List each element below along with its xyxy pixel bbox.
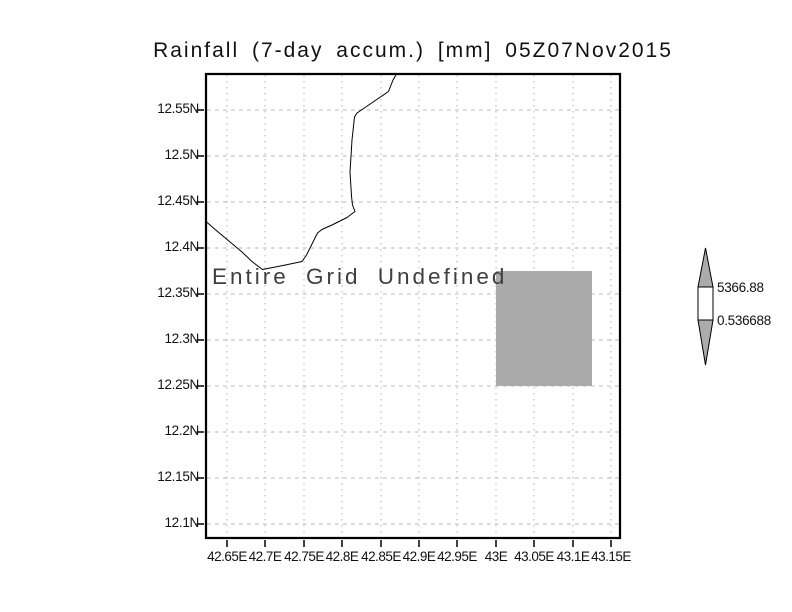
yaxis-label-12p25n: 12.25N	[157, 377, 199, 392]
xaxis-label-42p75e: 42.75E	[284, 549, 324, 564]
bottom-axis-ticks	[226, 540, 612, 547]
colorbar-lower-triangle	[697, 319, 714, 366]
xaxis-label-42p65e: 42.65E	[207, 549, 247, 564]
xaxis-label-42p85e: 42.85E	[361, 549, 401, 564]
yaxis-label-12p45n: 12.45N	[157, 193, 199, 208]
xaxis-label-43p05e: 43.05E	[514, 549, 554, 564]
yaxis-label-12p1n: 12.1N	[164, 515, 199, 530]
xaxis-label-42p7e: 42.7E	[248, 549, 282, 564]
yaxis-label-12p5n: 12.5N	[164, 147, 199, 162]
yaxis-label-12p55n: 12.55N	[157, 101, 199, 116]
xaxis-label-43p1e: 43.1E	[556, 549, 590, 564]
vertical-gridlines	[226, 75, 612, 537]
colorbar-upper-triangle	[697, 247, 714, 288]
coastline-path	[205, 73, 397, 270]
xaxis-label-42p8e: 42.8E	[325, 549, 359, 564]
xaxis-label-42p95e: 42.95E	[437, 549, 477, 564]
yaxis-label-12p4n: 12.4N	[164, 239, 199, 254]
undefined-region-rect	[496, 271, 592, 386]
yaxis-label-12p15n: 12.15N	[157, 469, 199, 484]
plot-border	[204, 72, 622, 540]
colorbar-max-label: 5366.88	[717, 280, 764, 295]
colorbar	[697, 247, 714, 366]
yaxis-label-12p3n: 12.3N	[164, 331, 199, 346]
colorbar-range-box	[697, 286, 714, 321]
left-axis-ticks	[196, 109, 204, 525]
xaxis-label-42p9e: 42.9E	[402, 549, 436, 564]
yaxis-label-12p2n: 12.2N	[164, 423, 199, 438]
plot-title: Rainfall (7-day accum.) [mm] 05Z07Nov201…	[153, 39, 673, 62]
xaxis-label-43e: 43E	[484, 549, 508, 564]
entire-grid-undefined-text: Entire Grid Undefined	[212, 264, 508, 289]
yaxis-label-12p35n: 12.35N	[157, 285, 199, 300]
xaxis-label-43p15e: 43.15E	[591, 549, 631, 564]
colorbar-min-label: 0.536688	[717, 313, 771, 328]
